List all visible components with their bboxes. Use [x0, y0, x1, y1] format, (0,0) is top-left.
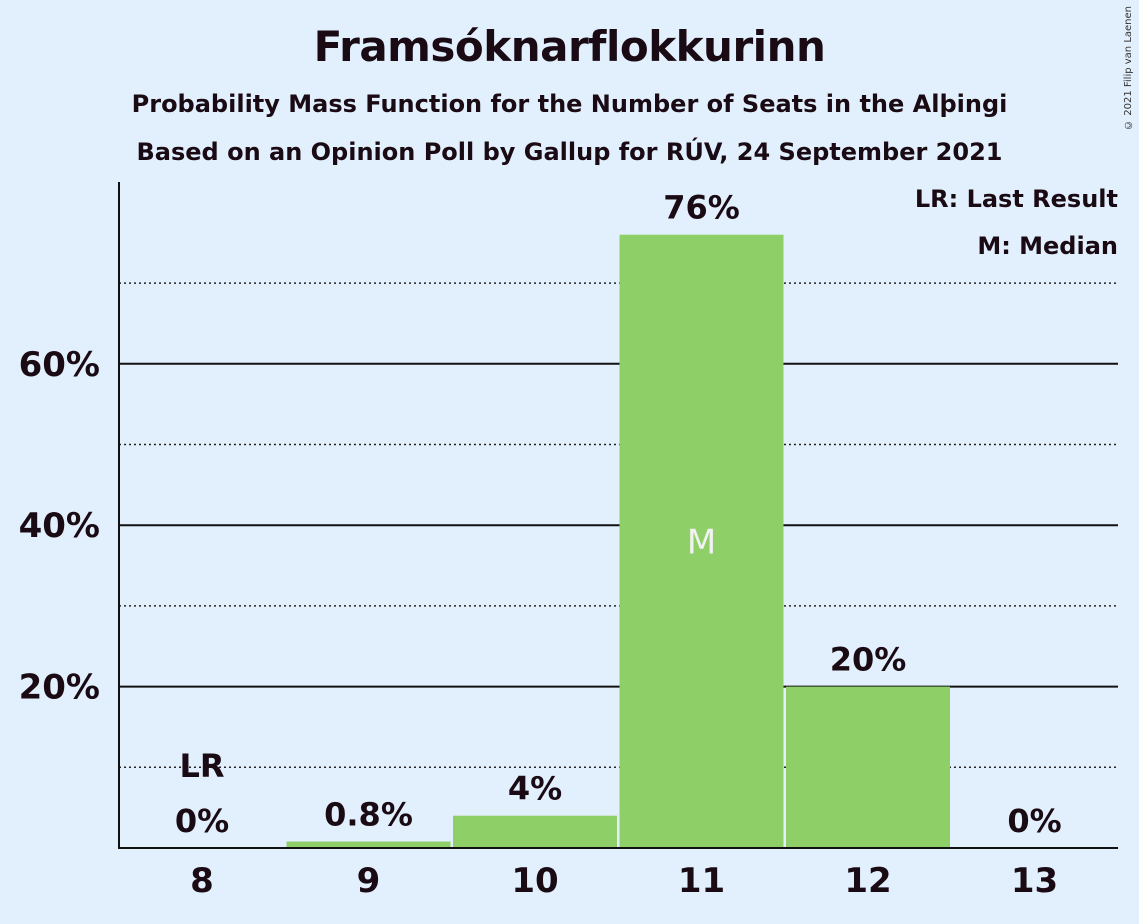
legend-last-result: LR: Last Result — [914, 185, 1118, 213]
chart-subtitle: Probability Mass Function for the Number… — [131, 90, 1008, 118]
bar-value-label: 0.8% — [324, 796, 413, 834]
bar-value-label: 0% — [1007, 802, 1061, 840]
bar — [453, 815, 617, 848]
x-tick-label: 13 — [1011, 861, 1058, 901]
bar-value-label: 76% — [663, 189, 740, 227]
last-result-marker: LR — [179, 747, 224, 785]
x-tick-label: 9 — [357, 861, 381, 901]
chart-subtitle-source: Based on an Opinion Poll by Gallup for R… — [136, 138, 1003, 166]
y-tick-label: 20% — [19, 668, 100, 708]
bar — [286, 841, 451, 848]
x-tick-label: 10 — [511, 861, 558, 901]
y-tick-label: 40% — [19, 506, 100, 546]
bar-value-label: 0% — [175, 802, 229, 840]
x-tick-label: 12 — [844, 861, 891, 901]
bar-value-label: 20% — [830, 641, 907, 679]
bar — [786, 686, 950, 848]
bar — [619, 234, 784, 848]
x-tick-label: 11 — [678, 861, 725, 901]
bar-value-label: 4% — [508, 770, 562, 808]
x-tick-label: 8 — [190, 861, 214, 901]
median-marker: M — [687, 522, 716, 562]
chart-title: Framsóknarflokkurinn — [313, 22, 826, 71]
legend-median: M: Median — [977, 232, 1118, 260]
y-tick-label: 60% — [19, 345, 100, 385]
